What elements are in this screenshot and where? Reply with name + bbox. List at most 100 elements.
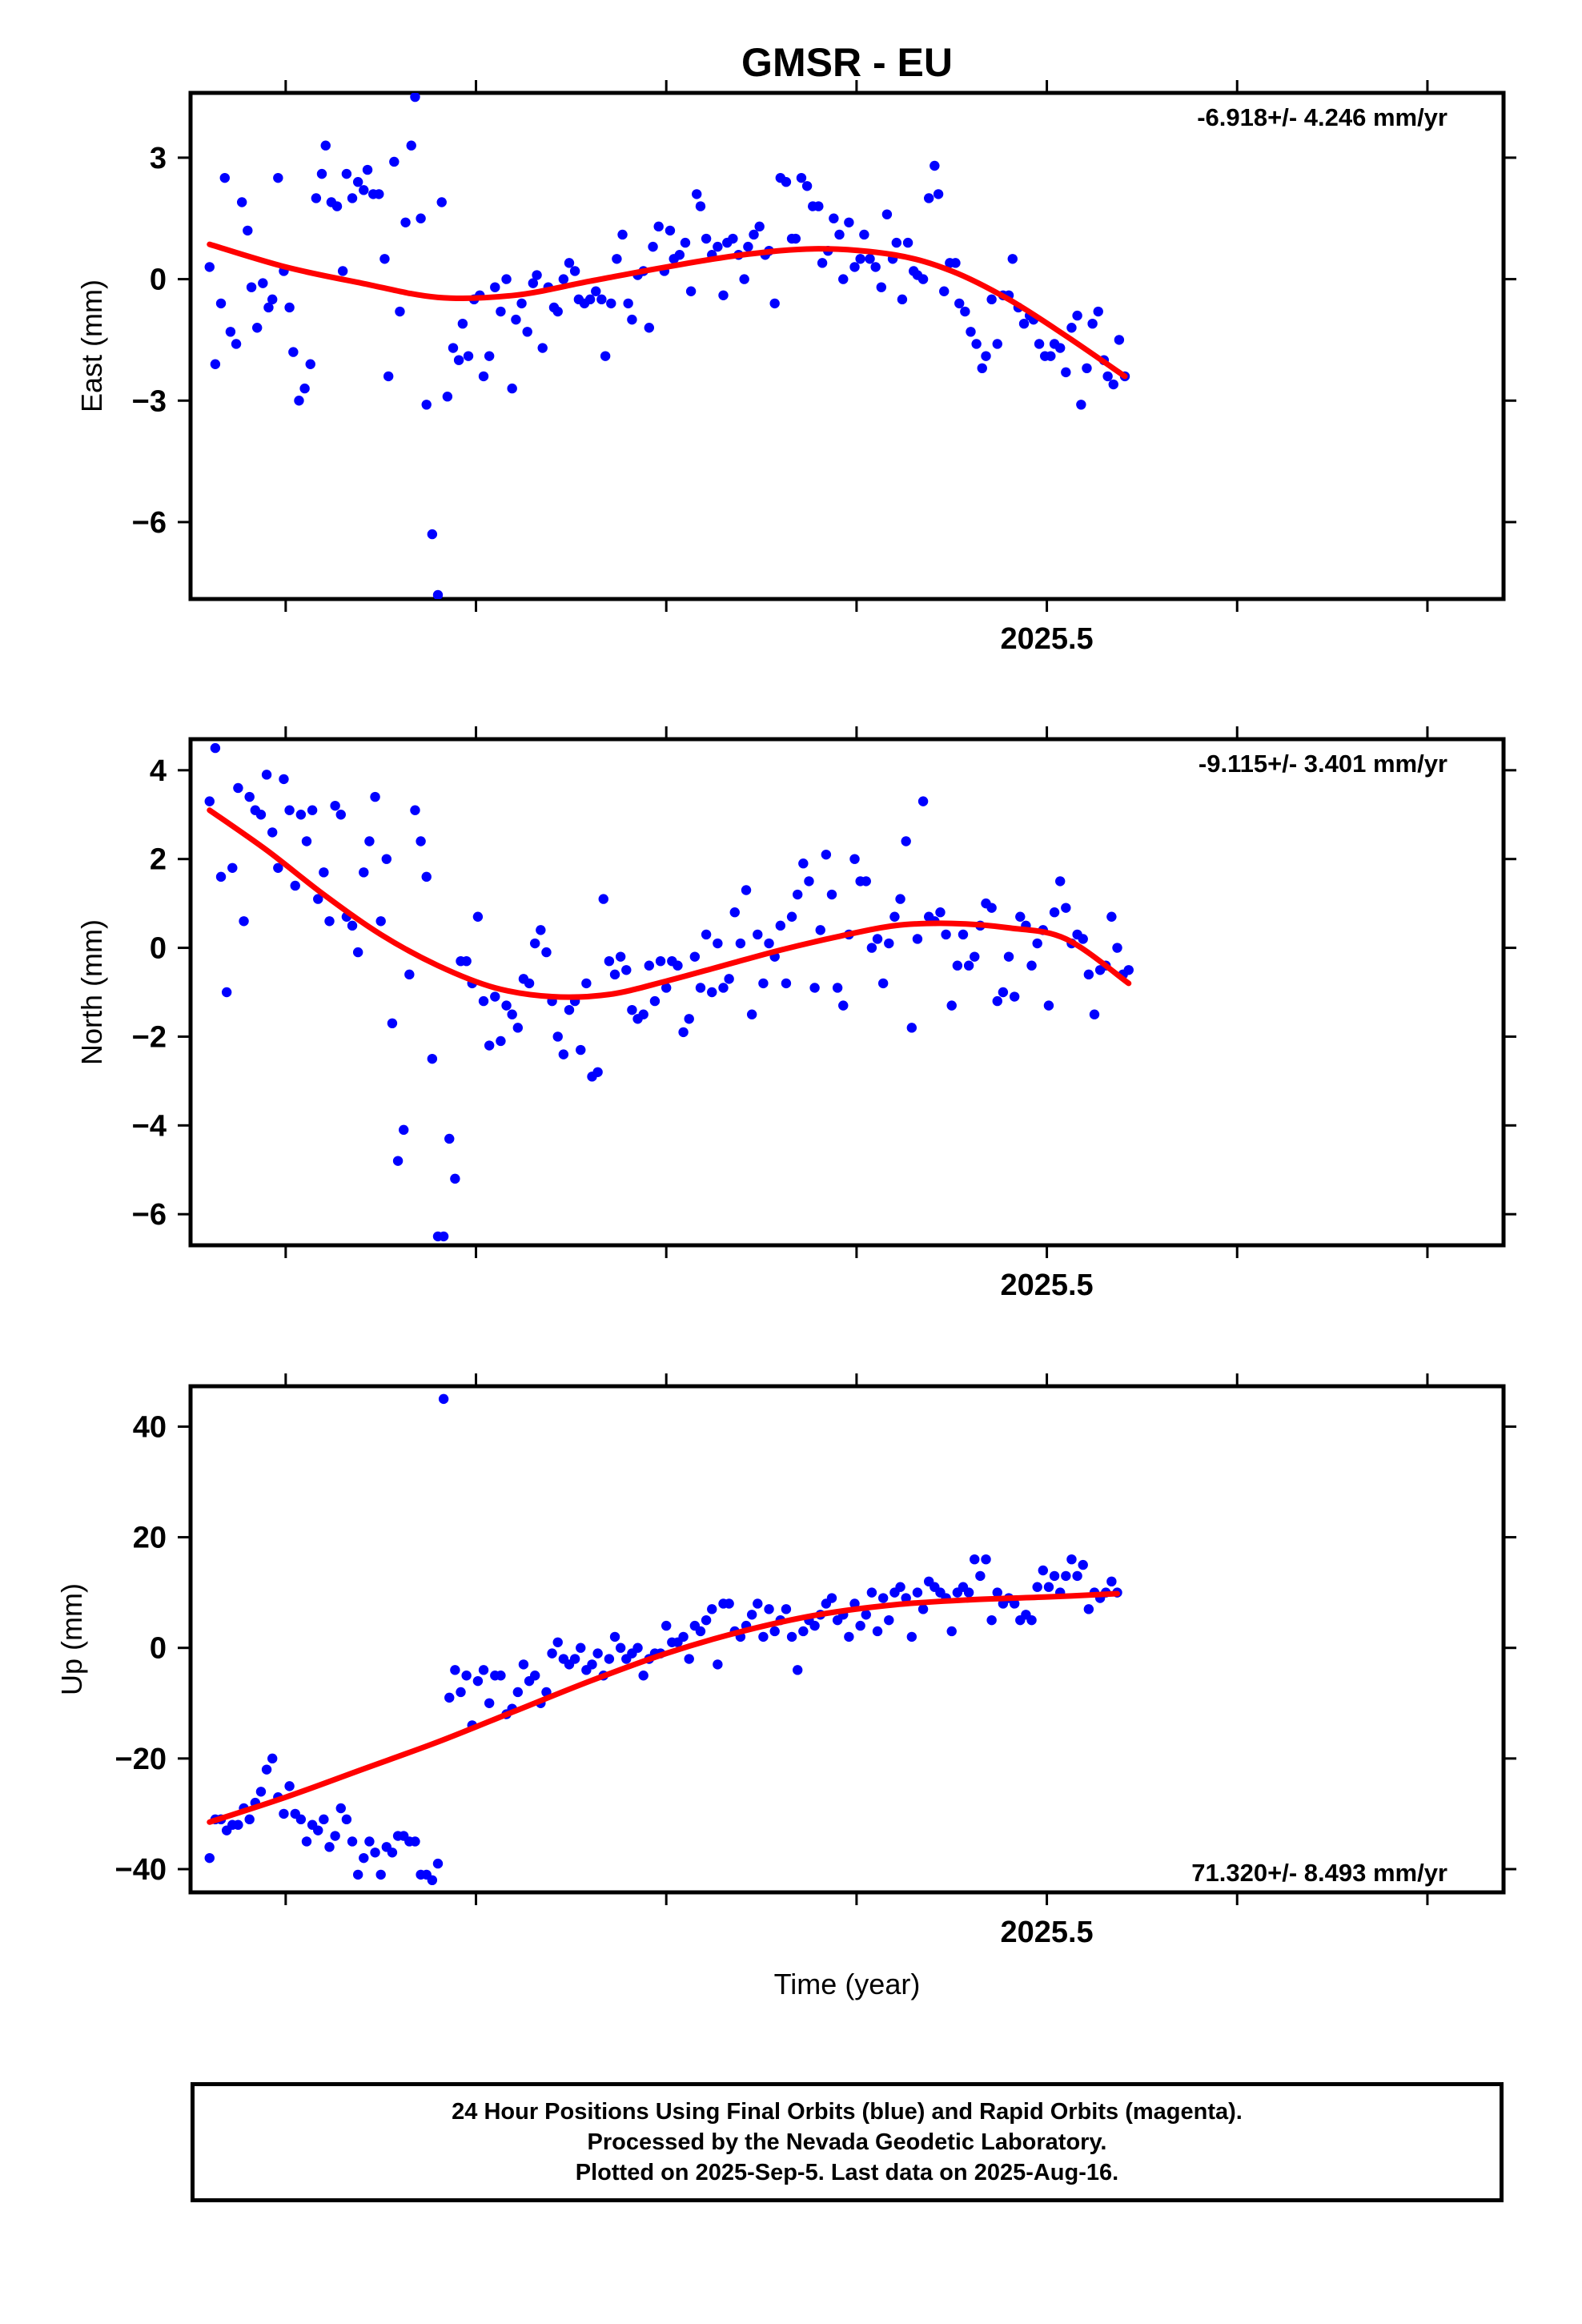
east-data-point xyxy=(644,323,655,333)
up-data-point xyxy=(313,1825,323,1835)
east-data-point xyxy=(600,351,611,361)
east-data-point xyxy=(1061,367,1071,378)
east-data-point xyxy=(584,294,596,305)
north-data-point xyxy=(1061,903,1071,913)
east-data-point xyxy=(299,383,310,394)
up-data-point xyxy=(375,1869,386,1880)
east-data-point xyxy=(653,221,664,232)
north-data-point xyxy=(638,1009,648,1019)
north-data-point xyxy=(387,1018,398,1029)
north-points xyxy=(204,742,1134,1242)
north-data-point xyxy=(729,907,740,918)
east-data-point xyxy=(537,343,548,353)
east-data-point xyxy=(273,172,283,183)
east-data-point xyxy=(834,229,845,240)
east-panel: 2025.5 3 0 −3 −6 East (mm) -6.918+/- 4.246 mm/… xyxy=(75,80,1516,656)
up-data-point xyxy=(244,1814,255,1825)
north-data-point xyxy=(695,983,706,993)
north-y-tick-label: 4 xyxy=(150,754,167,788)
north-data-point xyxy=(912,934,923,944)
up-data-point xyxy=(1009,1598,1020,1609)
east-data-point xyxy=(511,314,521,325)
north-data-point xyxy=(1003,951,1014,962)
north-data-point xyxy=(330,800,340,811)
north-data-point xyxy=(1083,969,1094,980)
east-data-point xyxy=(225,327,236,337)
north-data-point xyxy=(1026,960,1037,971)
north-data-point xyxy=(536,925,546,935)
up-data-point xyxy=(793,1665,803,1675)
east-data-point xyxy=(924,193,934,203)
up-y-tick-label: 0 xyxy=(150,1632,167,1666)
north-data-point xyxy=(210,742,221,754)
east-data-point xyxy=(263,302,274,313)
east-data-point xyxy=(320,140,331,151)
north-data-point xyxy=(301,836,312,846)
north-data-point xyxy=(1015,911,1026,922)
east-data-point xyxy=(1076,400,1086,410)
north-data-point xyxy=(1078,934,1088,944)
north-data-point xyxy=(524,978,535,989)
north-data-point xyxy=(1049,907,1060,918)
east-data-point xyxy=(849,262,860,272)
north-data-point xyxy=(861,876,871,887)
east-data-point xyxy=(564,258,575,268)
up-data-point xyxy=(324,1842,335,1852)
east-data-point xyxy=(1082,363,1092,374)
up-data-point xyxy=(1049,1570,1060,1582)
up-data-point xyxy=(364,1836,375,1847)
north-data-point xyxy=(604,955,615,967)
up-data-point xyxy=(963,1587,974,1598)
east-y-tick-label: −6 xyxy=(132,506,167,540)
north-data-point xyxy=(877,978,889,989)
up-data-point xyxy=(1038,1565,1049,1576)
north-data-point xyxy=(758,978,769,989)
north-data-point xyxy=(478,995,489,1007)
up-data-point xyxy=(746,1610,757,1620)
north-data-point xyxy=(724,974,734,984)
up-data-point xyxy=(267,1753,278,1764)
north-data-point xyxy=(872,934,883,944)
up-data-point xyxy=(518,1659,529,1670)
east-data-point xyxy=(813,201,824,211)
east-data-point xyxy=(674,250,685,260)
east-data-point xyxy=(966,327,976,337)
north-data-point xyxy=(809,983,820,993)
east-plot-frame xyxy=(188,90,1506,601)
up-data-point xyxy=(855,1620,865,1631)
east-trend-line xyxy=(207,241,1128,380)
east-data-point xyxy=(596,294,607,305)
east-data-point xyxy=(362,164,373,175)
east-data-point xyxy=(954,298,965,309)
up-data-point xyxy=(1066,1554,1077,1565)
up-data-point xyxy=(981,1554,991,1565)
north-data-point xyxy=(935,907,946,918)
up-data-point xyxy=(975,1570,986,1582)
east-data-point xyxy=(971,339,982,349)
north-data-point xyxy=(541,947,552,958)
east-data-point xyxy=(528,278,539,288)
east-data-point xyxy=(453,355,464,365)
up-data-point xyxy=(872,1626,883,1637)
up-data-point xyxy=(758,1631,769,1642)
east-data-point xyxy=(743,241,753,252)
east-data-point xyxy=(1046,351,1056,361)
north-data-point xyxy=(958,929,969,940)
north-rate-annotation: -9.115+/- 3.401 mm/yr xyxy=(1199,750,1447,778)
north-data-point xyxy=(609,969,620,980)
north-data-point xyxy=(273,862,283,873)
up-data-point xyxy=(684,1654,694,1664)
north-data-point xyxy=(484,1040,495,1051)
north-data-point xyxy=(496,1035,506,1047)
up-data-point xyxy=(946,1626,957,1637)
east-data-point xyxy=(496,306,506,317)
east-data-point xyxy=(305,359,315,369)
east-y-axis-label: East (mm) xyxy=(75,279,108,412)
up-data-point xyxy=(1032,1582,1042,1592)
east-data-point xyxy=(219,172,230,183)
north-data-point xyxy=(1043,1000,1054,1011)
up-data-point xyxy=(478,1665,489,1675)
east-data-point xyxy=(859,229,869,240)
east-data-point xyxy=(902,237,913,248)
